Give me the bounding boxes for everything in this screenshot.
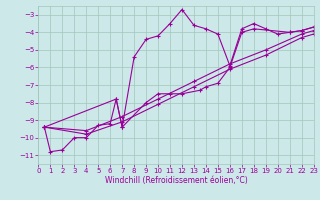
X-axis label: Windchill (Refroidissement éolien,°C): Windchill (Refroidissement éolien,°C) xyxy=(105,176,247,185)
